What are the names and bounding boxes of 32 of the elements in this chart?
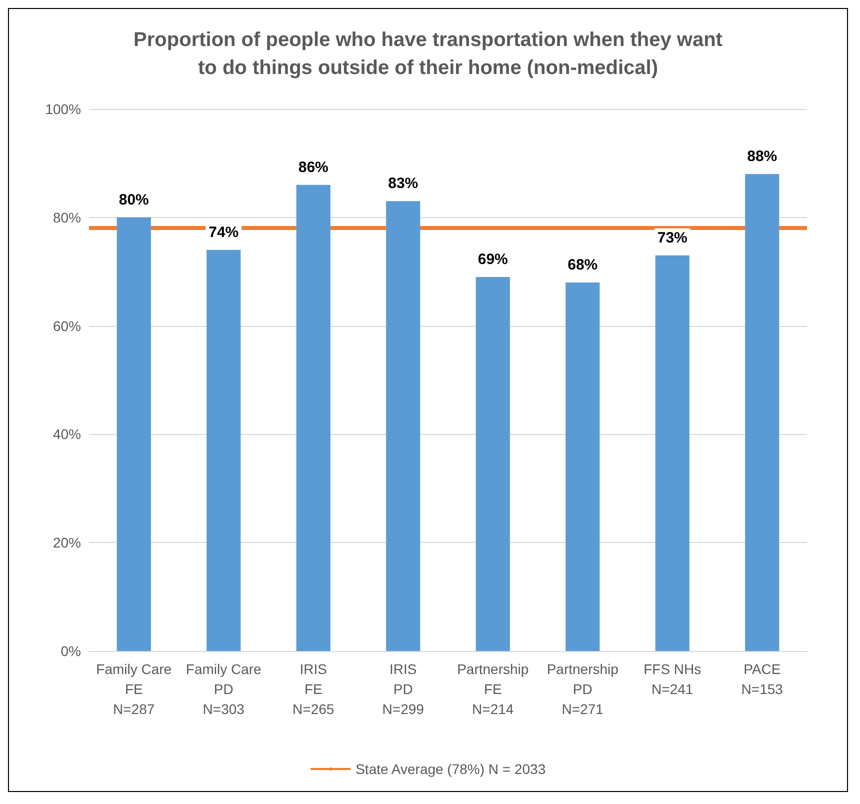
y-tick-label: 40% bbox=[52, 426, 81, 442]
bar bbox=[655, 255, 690, 651]
y-tick-label: 80% bbox=[52, 209, 81, 226]
data-label: 86% bbox=[298, 158, 328, 176]
bar bbox=[476, 277, 510, 651]
data-label: 83% bbox=[388, 175, 418, 192]
bar bbox=[566, 282, 600, 651]
bar bbox=[386, 201, 420, 651]
y-tick-label: 0% bbox=[60, 643, 81, 659]
y-tick-label: 20% bbox=[52, 534, 81, 551]
bar bbox=[296, 184, 330, 651]
x-tick-label: FFS NHs N=241 bbox=[644, 661, 702, 697]
data-label: 74% bbox=[208, 224, 239, 241]
y-tick-label: 60% bbox=[52, 318, 81, 334]
bar bbox=[116, 217, 151, 651]
legend-label: State Average (78%) N = 2033 bbox=[356, 761, 546, 777]
x-tick-label: IRIS PD N=299 bbox=[382, 661, 424, 717]
bar bbox=[745, 174, 780, 651]
x-tick-label: Partnership FE N=214 bbox=[457, 661, 529, 717]
data-label: 88% bbox=[747, 148, 778, 166]
data-label: 69% bbox=[478, 251, 508, 268]
bar bbox=[206, 250, 241, 651]
x-tick-label: PACE N=153 bbox=[741, 661, 784, 697]
data-label: 80% bbox=[118, 191, 149, 208]
data-label: 68% bbox=[568, 256, 598, 274]
x-tick-label: Family Care PD N=303 bbox=[186, 661, 262, 717]
x-tick-label: Family Care FE N=287 bbox=[96, 661, 172, 717]
x-tick-label: Partnership PD N=271 bbox=[546, 661, 619, 717]
x-tick-label: IRIS FE N=265 bbox=[292, 661, 334, 717]
y-tick-label: 100% bbox=[45, 101, 81, 117]
data-label: 73% bbox=[657, 229, 688, 246]
chart-title: Proportion of people who have transportation when they want to do things outside of their home (non-medical) bbox=[134, 29, 723, 79]
